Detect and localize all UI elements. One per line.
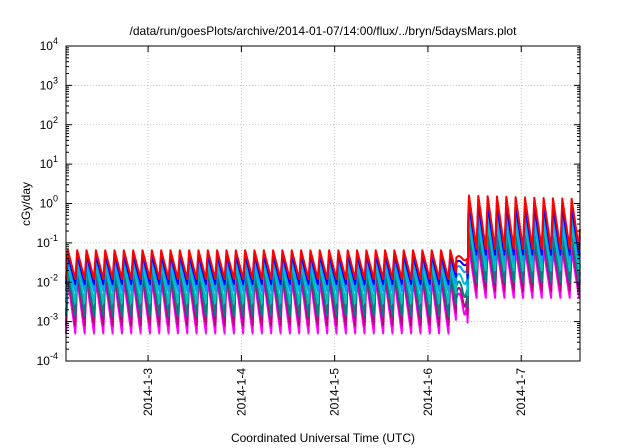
x-axis-label: Coordinated Universal Time (UTC) [231, 431, 415, 445]
grid [66, 45, 580, 362]
y-tick-base: 10 [37, 275, 51, 289]
y-tick-label: 10-1 [37, 233, 58, 250]
x-tick-label: 2014-1-5 [328, 368, 342, 416]
y-tick-base: 10 [40, 39, 54, 53]
y-tick-base: 10 [37, 236, 51, 250]
y-tick-exponent: 2 [53, 115, 58, 125]
y-tick-label: 10-4 [37, 351, 58, 368]
y-axis-label: cGy/day [19, 182, 33, 226]
x-axis: 2014-1-3 2014-1-4 2014-1-5 2014-1-6 2014-1-7 [141, 46, 528, 416]
y-tick-base: 10 [37, 354, 51, 368]
x-tick-label: 2014-1-6 [421, 368, 435, 416]
y-tick-base: 10 [40, 118, 54, 132]
y-tick-exponent: 0 [53, 194, 58, 204]
y-tick-base: 10 [37, 315, 51, 329]
y-tick-exponent: -3 [50, 312, 58, 322]
y-tick-label: 102 [40, 115, 58, 132]
x-tick-label: 2014-1-4 [234, 368, 248, 416]
y-tick-label: 10-2 [37, 272, 58, 289]
y-tick-base: 10 [40, 197, 54, 211]
y-tick-base: 10 [40, 157, 54, 171]
y-tick-label: 101 [40, 154, 58, 171]
y-tick-exponent: 3 [53, 75, 58, 85]
x-tick-label: 2014-1-3 [141, 368, 155, 416]
y-tick-label: 104 [40, 36, 58, 53]
series-group [65, 194, 581, 335]
y-tick-exponent: -2 [50, 272, 58, 282]
y-tick-label: 10-3 [37, 312, 58, 329]
y-tick-exponent: -1 [50, 233, 58, 243]
y-tick-exponent: 1 [53, 154, 58, 164]
series-line [65, 194, 581, 281]
x-tick-label: 2014-1-7 [514, 368, 528, 416]
plot-frame [65, 45, 581, 362]
y-tick-exponent: -4 [50, 351, 58, 361]
y-tick-label: 100 [40, 194, 58, 211]
y-tick-exponent: 4 [53, 36, 58, 46]
y-tick-label: 103 [40, 75, 58, 92]
chart-title: /data/run/goesPlots/archive/2014-01-07/1… [130, 24, 518, 38]
y-tick-base: 10 [40, 78, 54, 92]
